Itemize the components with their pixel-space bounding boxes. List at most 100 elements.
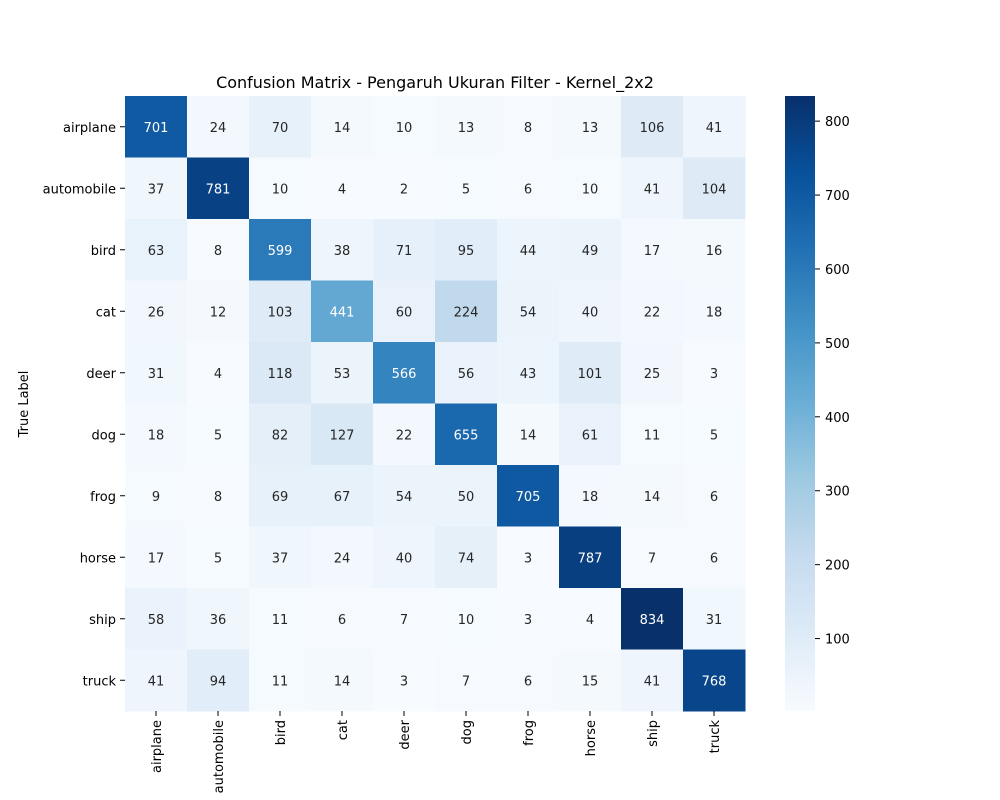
- cell-value-label: 12: [210, 305, 227, 320]
- x-tick-label: airplane: [150, 720, 165, 773]
- cell-value-label: 7: [648, 551, 656, 566]
- heatmap-cell: [125, 157, 188, 220]
- cell-value-label: 224: [454, 305, 479, 320]
- colorbar-tick-label: 100: [825, 633, 850, 648]
- heatmap-cell: [435, 96, 498, 158]
- heatmap-cell: [497, 157, 560, 220]
- cell-value-label: 53: [334, 367, 351, 382]
- cell-value-label: 37: [148, 182, 165, 197]
- y-tick-label: bird: [91, 244, 116, 259]
- cell-value-label: 36: [210, 613, 227, 628]
- x-tick-label: truck: [708, 720, 723, 754]
- heatmap-cell: [497, 280, 560, 343]
- heatmap-cell: [559, 649, 622, 712]
- cell-value-label: 16: [706, 244, 723, 259]
- heatmap-cell: [497, 649, 560, 712]
- heatmap-cell: [373, 588, 436, 650]
- cell-value-label: 94: [210, 674, 227, 689]
- cell-value-label: 8: [214, 490, 222, 505]
- cell-value-label: 26: [148, 305, 165, 320]
- heatmap-cell: [497, 403, 560, 466]
- heatmap-cell: [311, 342, 374, 404]
- cell-value-label: 56: [458, 367, 475, 382]
- heatmap-cell: [435, 588, 498, 650]
- cell-value-label: 3: [524, 551, 532, 566]
- heatmap-cell: [621, 96, 684, 158]
- cell-value-label: 14: [334, 121, 351, 136]
- heatmap-cell: [249, 403, 312, 466]
- heatmap-cell: [311, 403, 374, 466]
- heatmap-cell: [621, 157, 684, 220]
- heatmap-cell: [373, 403, 436, 466]
- cell-value-label: 2: [400, 182, 408, 197]
- x-tick-label: ship: [646, 720, 661, 747]
- cell-value-label: 10: [396, 121, 413, 136]
- heatmap-cell: [435, 280, 498, 343]
- heatmap-cell: [125, 588, 188, 650]
- heatmap-cell: [621, 403, 684, 466]
- cell-value-label: 787: [578, 551, 603, 566]
- chart-title: Confusion Matrix - Pengaruh Ukuran Filte…: [216, 73, 654, 93]
- heatmap-cell: [249, 649, 312, 712]
- cell-value-label: 61: [582, 428, 599, 443]
- cell-value-label: 13: [458, 121, 475, 136]
- y-tick-label: frog: [90, 490, 116, 505]
- cell-value-label: 17: [148, 551, 165, 566]
- colorbar-tick-label: 500: [825, 337, 850, 352]
- cell-value-label: 8: [214, 244, 222, 259]
- cell-value-label: 5: [214, 551, 222, 566]
- colorbar-tick-label: 400: [825, 411, 850, 426]
- cell-value-label: 54: [520, 305, 537, 320]
- heatmap-cell: [435, 219, 498, 281]
- heatmap-cell: [311, 465, 374, 527]
- cell-value-label: 41: [148, 674, 165, 689]
- heatmap-cell: [497, 342, 560, 404]
- cell-value-label: 41: [644, 182, 661, 197]
- heatmap-cell: [621, 342, 684, 404]
- heatmap-cell: [497, 96, 560, 158]
- cell-value-label: 11: [644, 428, 661, 443]
- cell-value-label: 834: [640, 613, 665, 628]
- cell-value-label: 10: [582, 182, 599, 197]
- heatmap-cell: [187, 219, 250, 281]
- y-tick-label: deer: [86, 367, 116, 382]
- cell-value-label: 127: [330, 428, 355, 443]
- cell-value-label: 82: [272, 428, 289, 443]
- heatmap-cell: [559, 342, 622, 404]
- cell-value-label: 44: [520, 244, 537, 259]
- heatmap-cell: [683, 280, 746, 343]
- heatmap-cell: [187, 588, 250, 650]
- heatmap-cell: [683, 465, 746, 527]
- heatmap-cell: [497, 588, 560, 650]
- colorbar-gradient: [785, 96, 815, 711]
- heatmap-cell: [373, 649, 436, 712]
- heatmap-cell: [187, 649, 250, 712]
- cell-value-label: 3: [524, 613, 532, 628]
- colorbar-tick-label: 800: [825, 115, 850, 130]
- colorbar-tick-label: 600: [825, 263, 850, 278]
- heatmap-cell: [187, 96, 250, 158]
- x-axis-ticks: airplane automobile bird cat deer dog frog hors…: [150, 711, 723, 793]
- cell-value-label: 118: [268, 367, 293, 382]
- heatmap-cell: [621, 219, 684, 281]
- heatmap-cell: [373, 157, 436, 220]
- cell-value-label: 22: [396, 428, 413, 443]
- heatmap-cell: [435, 157, 498, 220]
- heatmap-cell: [559, 588, 622, 650]
- heatmap-cell: [249, 157, 312, 220]
- cell-value-label: 5: [462, 182, 470, 197]
- cell-value-label: 24: [210, 121, 227, 136]
- heatmap-cell: [125, 342, 188, 404]
- cell-value-label: 655: [454, 428, 479, 443]
- heatmap-cell: [435, 403, 498, 466]
- colorbar-tick-label: 700: [825, 189, 850, 204]
- heatmap-cell: [125, 280, 188, 343]
- x-tick-label: deer: [398, 719, 413, 749]
- cell-value-label: 70: [272, 121, 289, 136]
- y-axis-ticks: airplane automobile bird cat deer dog frog hors…: [43, 121, 125, 689]
- heatmap-cell: [249, 280, 312, 343]
- heatmap-cell: [621, 465, 684, 527]
- heatmap-cell: [435, 465, 498, 527]
